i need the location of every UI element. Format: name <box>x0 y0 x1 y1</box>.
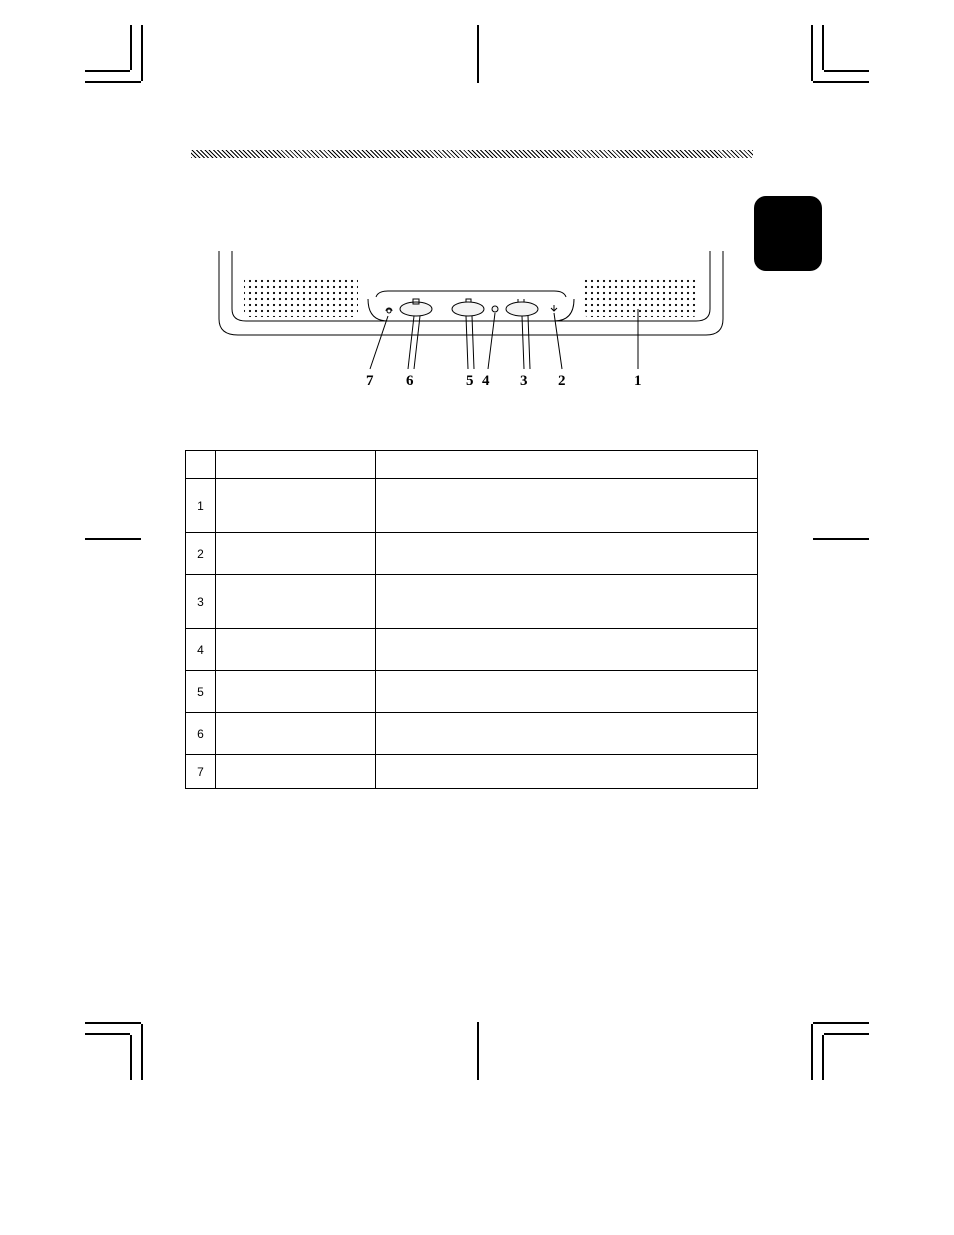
cell-desc <box>376 629 758 671</box>
diagram-label-1: 1 <box>634 373 642 389</box>
table-row: 1 <box>186 479 758 533</box>
diagram-label-7: 7 <box>366 373 374 389</box>
cell-name <box>216 671 376 713</box>
cell-num: 4 <box>186 629 216 671</box>
cell-name <box>216 533 376 575</box>
crop-mark-top-right <box>804 25 869 90</box>
cell-name <box>216 479 376 533</box>
table-header-desc <box>376 451 758 479</box>
table-header-row <box>186 451 758 479</box>
table-row: 4 <box>186 629 758 671</box>
diagram-label-4: 4 <box>482 373 490 389</box>
table-row: 2 <box>186 533 758 575</box>
diagram-label-5: 5 <box>466 373 474 389</box>
crop-mark-bottom-right <box>804 1015 869 1080</box>
cell-desc <box>376 575 758 629</box>
cell-num: 6 <box>186 713 216 755</box>
table-row: 5 <box>186 671 758 713</box>
cell-num: 2 <box>186 533 216 575</box>
crop-mark-bottom-left <box>85 1015 150 1080</box>
cell-desc <box>376 479 758 533</box>
crop-mark-top-left <box>85 25 150 90</box>
table-header-num <box>186 451 216 479</box>
chapter-thumb-tab <box>754 196 822 271</box>
table-header-name <box>216 451 376 479</box>
cell-desc <box>376 533 758 575</box>
diagram-label-6: 6 <box>406 373 414 389</box>
diagram-label-2: 2 <box>558 373 566 389</box>
section-divider-rule <box>191 150 753 158</box>
cell-num: 3 <box>186 575 216 629</box>
cell-desc <box>376 713 758 755</box>
cell-name <box>216 755 376 789</box>
cell-desc <box>376 755 758 789</box>
table-row: 3 <box>186 575 758 629</box>
table-row: 6 <box>186 713 758 755</box>
cell-name <box>216 575 376 629</box>
table-row: 7 <box>186 755 758 789</box>
front-panel-diagram: 7 6 5 4 3 2 1 <box>218 249 726 394</box>
diagram-label-3: 3 <box>520 373 528 389</box>
parts-table: 1 2 3 4 5 6 7 <box>185 450 758 789</box>
cell-num: 5 <box>186 671 216 713</box>
cell-name <box>216 629 376 671</box>
cell-desc <box>376 671 758 713</box>
cell-name <box>216 713 376 755</box>
cell-num: 7 <box>186 755 216 789</box>
cell-num: 1 <box>186 479 216 533</box>
